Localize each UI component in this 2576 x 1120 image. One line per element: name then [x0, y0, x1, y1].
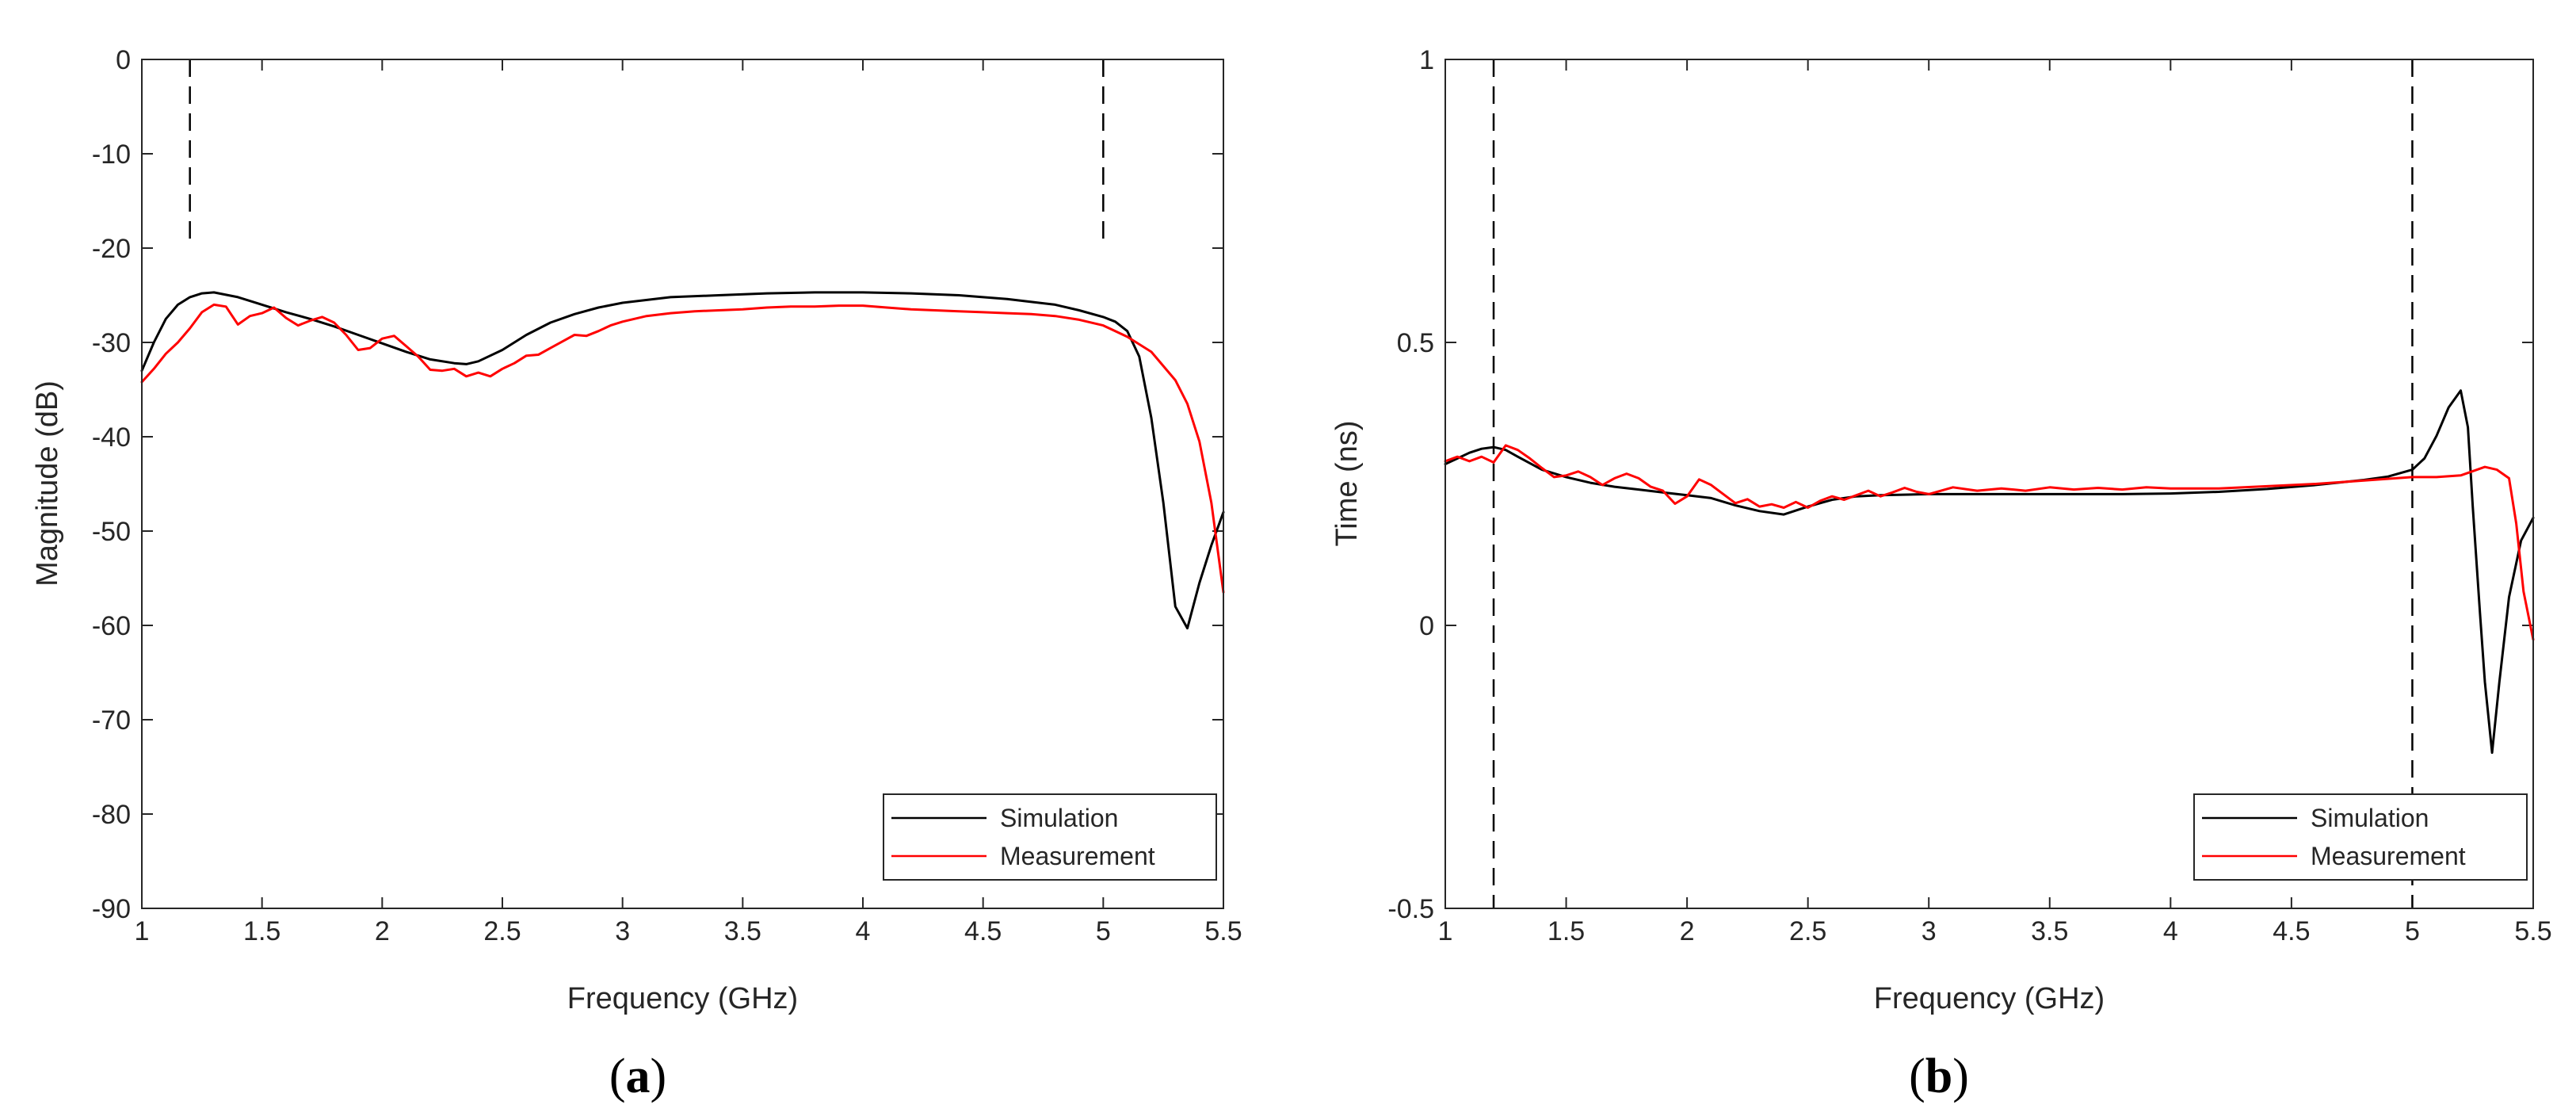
y-tick-label-a: -70 — [92, 705, 131, 736]
y-tick-label-a: -80 — [92, 800, 131, 830]
band-markers-a — [189, 59, 1105, 248]
legend-box-a — [883, 793, 1217, 881]
panel-label-b-close: ) — [1952, 1049, 1969, 1103]
y-tick-label-a: -10 — [92, 140, 131, 170]
axes-box-b — [1444, 59, 2534, 909]
panel-label-b-letter: b — [1925, 1049, 1952, 1103]
plot-area-b — [1445, 59, 2533, 908]
legend-a: Simulation Measurement — [883, 793, 1217, 881]
x-tick-label-a: 2 — [375, 916, 390, 946]
x-tick-label-b: 3 — [1922, 916, 1937, 946]
chart-panel-a: 1 1.5 2 2.5 3 3.5 4 4.5 5 5.5 0 -10 -20 -30 -40 -50 -60… — [31, 45, 1242, 1103]
series-line-simulation-b — [1444, 389, 2535, 755]
x-tick-labels-a: 1 1.5 2 2.5 3 3.5 4 4.5 5 5.5 — [135, 916, 1242, 946]
x-tick-label-a: 3 — [615, 916, 630, 946]
y-tick-label-a: -30 — [92, 328, 131, 358]
y-tick-label-b: 0 — [1419, 611, 1434, 641]
panel-label-a-open: ( — [609, 1049, 626, 1103]
y-tick-label-a: -40 — [92, 422, 131, 453]
series-line-simulation-a — [140, 291, 1225, 630]
legend-label-measurement-a: Measurement — [1000, 842, 1155, 870]
x-tick-label-a: 4 — [856, 916, 871, 946]
x-tick-label-a: 2.5 — [483, 916, 521, 946]
y-tick-label-a: -50 — [92, 517, 131, 547]
panel-label-b-open: ( — [1909, 1049, 1925, 1103]
x-tick-label-b: 5.5 — [2514, 916, 2551, 946]
x-tick-label-b: 2.5 — [1789, 916, 1826, 946]
x-tick-label-b: 3.5 — [2031, 916, 2068, 946]
series-lines-a — [140, 291, 1225, 630]
y-tick-label-a: -60 — [92, 611, 131, 641]
panel-label-a: (a) — [609, 1049, 666, 1103]
y-tick-label-b: -0.5 — [1387, 894, 1434, 924]
panel-label-a-letter: a — [626, 1049, 651, 1103]
y-tick-label-a: 0 — [116, 45, 131, 75]
y-tick-label-b: 0.5 — [1397, 328, 1434, 358]
legend-label-simulation-b: Simulation — [2311, 804, 2429, 832]
x-tick-label-b: 1.5 — [1548, 916, 1585, 946]
band-markers-b — [1492, 59, 2414, 908]
legend-label-measurement-b: Measurement — [2311, 842, 2466, 870]
x-tick-label-a: 5 — [1096, 916, 1111, 946]
y-tick-label-b: 1 — [1419, 45, 1434, 75]
y-tick-label-a: -90 — [92, 894, 131, 924]
x-tick-label-b: 1 — [1438, 916, 1453, 946]
x-tick-label-a: 1 — [135, 916, 150, 946]
x-axis-title-b: Frequency (GHz) — [1874, 982, 2105, 1015]
x-tick-label-b: 4 — [2163, 916, 2178, 946]
y-tick-labels-b: 1 0.5 0 -0.5 — [1387, 45, 1434, 924]
x-tick-label-a: 1.5 — [243, 916, 280, 946]
panel-label-b: (b) — [1909, 1049, 1969, 1103]
x-axis-title-a: Frequency (GHz) — [567, 982, 798, 1015]
legend-b: Simulation Measurement — [2193, 793, 2528, 881]
series-line-measurement-a — [140, 303, 1225, 594]
plot-area-a — [142, 59, 1223, 908]
panel-label-a-close: ) — [651, 1049, 667, 1103]
chart-panel-b: 1 1.5 2 2.5 3 3.5 4 4.5 5 5.5 1 0.5 0 -0.5 Frequency… — [1330, 45, 2552, 1103]
y-tick-labels-a: 0 -10 -20 -30 -40 -50 -60 -70 -80 -90 — [92, 45, 131, 924]
series-line-measurement-b — [1444, 444, 2535, 641]
x-tick-label-b: 5 — [2405, 916, 2420, 946]
x-tick-label-b: 4.5 — [2273, 916, 2310, 946]
x-tick-label-a: 5.5 — [1204, 916, 1242, 946]
y-tick-label-a: -20 — [92, 234, 131, 264]
legend-label-simulation-a: Simulation — [1000, 804, 1118, 832]
x-tick-labels-b: 1 1.5 2 2.5 3 3.5 4 4.5 5 5.5 — [1438, 916, 2552, 946]
legend-box-b — [2193, 793, 2528, 881]
series-lines-b — [1444, 389, 2535, 755]
x-tick-label-b: 2 — [1680, 916, 1695, 946]
axes-box-a — [141, 59, 1224, 909]
y-axis-title-b: Time (ns) — [1330, 420, 1364, 546]
x-tick-label-a: 3.5 — [724, 916, 761, 946]
y-axis-title-a: Magnitude (dB) — [31, 380, 64, 587]
x-tick-label-a: 4.5 — [964, 916, 1002, 946]
